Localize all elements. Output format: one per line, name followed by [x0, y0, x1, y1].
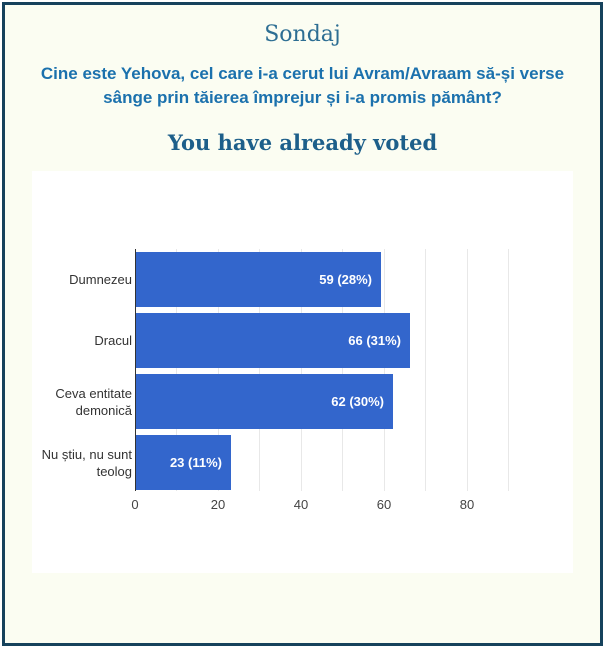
category-label: Dumnezeu — [69, 272, 132, 287]
chart-bar[interactable]: 59 (28%) — [136, 252, 381, 307]
poll-title: Sondaj — [264, 22, 341, 47]
category-label: Ceva entitate demonică — [55, 385, 132, 418]
vote-status-message: You have already voted — [167, 130, 438, 155]
gridline — [176, 249, 177, 491]
gridline — [467, 249, 468, 491]
chart-bar[interactable]: 66 (31%) — [136, 313, 410, 368]
gridline — [301, 249, 302, 491]
bar-value-label: 62 (30%) — [331, 394, 384, 409]
y-axis-line — [135, 249, 136, 491]
poll-widget: Sondaj Cine este Yehova, cel care i-a ce… — [2, 2, 603, 646]
x-axis-tick-label: 60 — [376, 497, 392, 512]
poll-question: Cine este Yehova, cel care i-a cerut lui… — [40, 64, 565, 107]
category-label: Dracul — [94, 333, 132, 348]
x-axis-tick-label: 40 — [293, 497, 309, 512]
gridline — [259, 249, 260, 491]
gridline — [342, 249, 343, 491]
chart-bar[interactable]: 23 (11%) — [136, 435, 231, 490]
gridline — [508, 249, 509, 491]
results-chart: Dumnezeu 59 (28%) Dracul 66 (31%) Ceva entit… — [32, 171, 573, 573]
x-axis-tick-label: 80 — [459, 497, 475, 512]
gridline — [384, 249, 385, 491]
x-axis-tick-label: 0 — [131, 497, 139, 512]
chart-bar[interactable]: 62 (30%) — [136, 374, 393, 429]
bar-value-label: 66 (31%) — [348, 333, 401, 348]
category-label: Nu știu, nu sunt teolog — [41, 446, 132, 479]
gridline — [425, 249, 426, 491]
bar-value-label: 59 (28%) — [319, 272, 372, 287]
bar-value-label: 23 (11%) — [169, 455, 222, 470]
gridline — [218, 249, 219, 491]
x-axis-tick-label: 20 — [210, 497, 226, 512]
